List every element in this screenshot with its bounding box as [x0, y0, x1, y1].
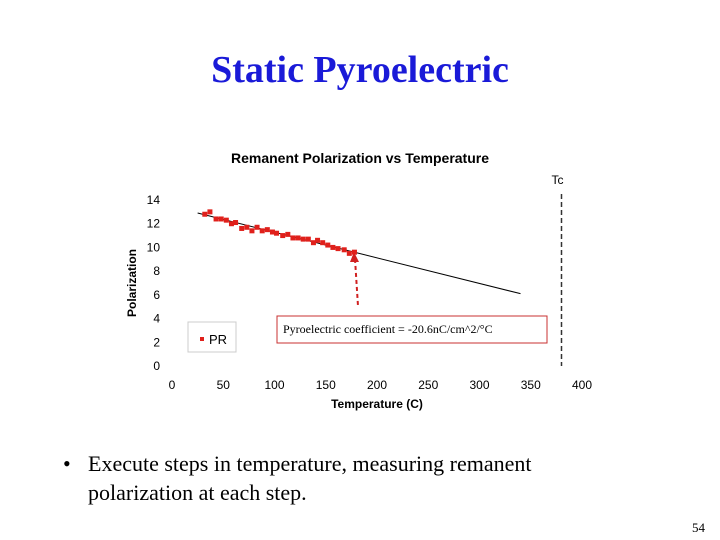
- data-point: [280, 233, 286, 239]
- legend-label: PR: [209, 332, 227, 347]
- y-tick-label: 0: [153, 359, 160, 373]
- data-point: [274, 230, 280, 236]
- data-point: [330, 244, 336, 250]
- bullet: polarization at each step.: [88, 480, 307, 505]
- data-point: [346, 250, 352, 256]
- data-point: [228, 221, 234, 227]
- annotation: Pyroelectric coefficient = -20.6nC/cm^2/…: [283, 322, 493, 336]
- data-point: [202, 211, 208, 217]
- data-point: [300, 236, 306, 242]
- trend-line: [197, 212, 521, 295]
- data-point: [320, 240, 326, 246]
- data-point: [325, 242, 331, 248]
- data-point: [249, 228, 255, 234]
- y-tick-label: 8: [153, 264, 160, 278]
- data-point: [239, 225, 245, 231]
- data-point: [254, 224, 260, 230]
- data-point: [259, 228, 265, 234]
- chart-title: Remanent Polarization vs Temperature: [231, 150, 489, 166]
- arrow-head: [350, 252, 359, 262]
- page-number: 54: [692, 520, 706, 535]
- data-point: [223, 217, 229, 223]
- x-axis-label: Temperature (C): [331, 397, 423, 411]
- data-point: [341, 247, 347, 253]
- x-tick-label: 400: [572, 378, 592, 392]
- y-axis-label: Polarization: [125, 249, 139, 317]
- data-point: [264, 227, 270, 233]
- data-point: [315, 237, 321, 243]
- data-point: [207, 209, 213, 215]
- y-tick-label: 14: [147, 193, 161, 207]
- x-tick-label: 200: [367, 378, 387, 392]
- y-tick-label: 6: [153, 288, 160, 302]
- data-point: [269, 229, 275, 235]
- bullet: Execute steps in temperature, measuring …: [88, 451, 532, 476]
- data-point: [290, 235, 296, 241]
- bullet-dot: •: [63, 451, 71, 476]
- data-point: [233, 220, 239, 226]
- data-point: [213, 216, 219, 222]
- y-tick-label: 4: [153, 312, 160, 326]
- annotation-box: [276, 315, 548, 344]
- tc-label: Tc: [552, 173, 564, 187]
- y-tick-label: 10: [147, 240, 161, 254]
- data-point: [351, 249, 357, 255]
- x-tick-label: 0: [169, 378, 176, 392]
- legend-marker: [200, 337, 204, 341]
- x-tick-label: 300: [469, 378, 489, 392]
- data-point: [310, 240, 316, 246]
- data-point: [244, 224, 250, 230]
- data-point: [218, 216, 224, 222]
- x-tick-label: 250: [418, 378, 438, 392]
- legend-box: [187, 321, 237, 353]
- data-point: [305, 236, 311, 242]
- x-tick-label: 50: [217, 378, 231, 392]
- data-point: [335, 246, 341, 252]
- x-tick-label: 350: [521, 378, 541, 392]
- data-point: [295, 235, 301, 241]
- x-tick-label: 100: [264, 378, 284, 392]
- data-point: [285, 231, 291, 237]
- slide-title: Static Pyroelectric: [211, 49, 509, 91]
- y-tick-label: 2: [153, 335, 160, 349]
- annotation-arrow: [354, 258, 359, 307]
- x-tick-label: 150: [316, 378, 336, 392]
- y-tick-label: 12: [147, 217, 161, 231]
